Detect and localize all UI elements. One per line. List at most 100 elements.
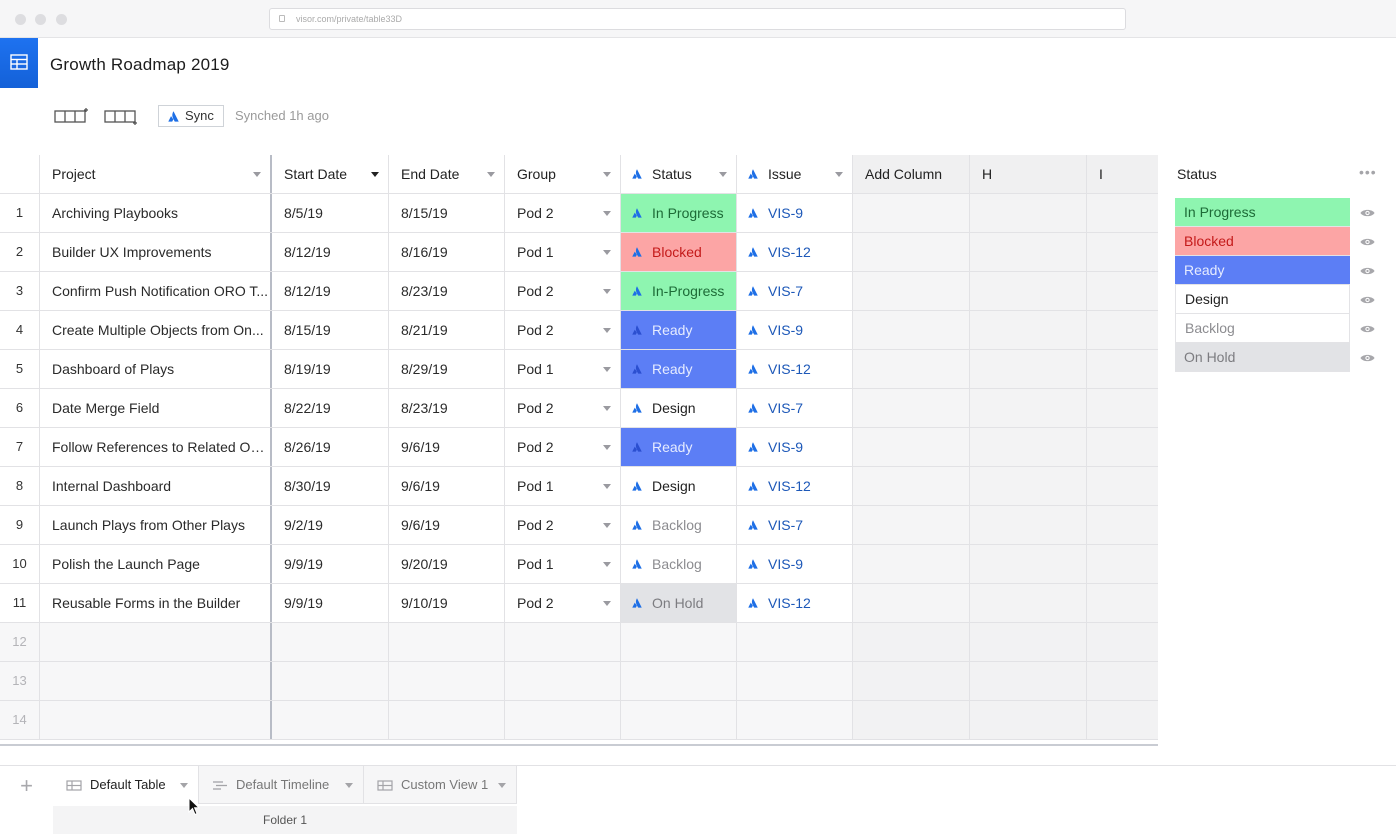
chevron-down-icon[interactable] xyxy=(603,367,611,372)
start-date-cell[interactable]: 8/19/19 xyxy=(272,350,389,388)
project-cell[interactable]: Confirm Push Notification ORO T... xyxy=(40,272,272,310)
status-legend-item[interactable]: Ready xyxy=(1175,256,1350,285)
issue-cell[interactable]: VIS-12 xyxy=(737,467,853,505)
start-date-cell[interactable]: 8/15/19 xyxy=(272,311,389,349)
empty-cell[interactable] xyxy=(970,545,1087,583)
issue-cell[interactable]: VIS-9 xyxy=(737,311,853,349)
issue-link[interactable]: VIS-12 xyxy=(768,361,811,377)
status-cell[interactable]: Backlog xyxy=(621,506,737,544)
empty-cell[interactable] xyxy=(1087,311,1158,349)
end-date-cell[interactable]: 8/21/19 xyxy=(389,311,505,349)
column-header-issue[interactable]: Issue xyxy=(737,155,853,193)
end-date-cell[interactable]: 9/6/19 xyxy=(389,428,505,466)
add-column-icon[interactable] xyxy=(54,106,90,126)
status-cell[interactable]: In Progress xyxy=(621,194,737,232)
group-cell[interactable]: Pod 2 xyxy=(505,194,621,232)
end-date-cell[interactable]: 9/6/19 xyxy=(389,467,505,505)
empty-cell[interactable] xyxy=(621,701,737,739)
empty-cell[interactable] xyxy=(970,506,1087,544)
issue-cell[interactable]: VIS-12 xyxy=(737,233,853,271)
empty-cell[interactable] xyxy=(40,701,272,739)
empty-cell[interactable] xyxy=(505,623,621,661)
status-cell[interactable]: Design xyxy=(621,467,737,505)
empty-cell[interactable] xyxy=(505,662,621,700)
issue-cell[interactable]: VIS-12 xyxy=(737,350,853,388)
chevron-down-icon[interactable] xyxy=(603,328,611,333)
eye-icon[interactable] xyxy=(1360,295,1375,305)
status-legend-item[interactable]: Backlog xyxy=(1175,314,1350,343)
empty-cell[interactable] xyxy=(853,662,970,700)
empty-cell[interactable] xyxy=(272,701,389,739)
group-cell[interactable]: Pod 2 xyxy=(505,584,621,622)
window-maximize-dot[interactable] xyxy=(56,14,67,25)
group-cell[interactable]: Pod 1 xyxy=(505,350,621,388)
project-cell[interactable]: Create Multiple Objects from On... xyxy=(40,311,272,349)
chevron-down-icon[interactable] xyxy=(603,601,611,606)
issue-link[interactable]: VIS-7 xyxy=(768,400,804,416)
group-cell[interactable]: Pod 1 xyxy=(505,545,621,583)
column-header-end-date[interactable]: End Date xyxy=(389,155,505,193)
tab-custom-view-1[interactable]: Custom View 1 xyxy=(364,766,517,804)
status-cell[interactable]: Ready xyxy=(621,311,737,349)
issue-cell[interactable]: VIS-9 xyxy=(737,545,853,583)
empty-cell[interactable] xyxy=(853,311,970,349)
empty-cell[interactable] xyxy=(272,623,389,661)
project-cell[interactable]: Archiving Playbooks xyxy=(40,194,272,232)
issue-cell[interactable]: VIS-9 xyxy=(737,428,853,466)
sync-button[interactable]: Sync xyxy=(158,105,224,127)
empty-cell[interactable] xyxy=(970,194,1087,232)
empty-cell[interactable] xyxy=(970,350,1087,388)
end-date-cell[interactable]: 8/16/19 xyxy=(389,233,505,271)
sort-desc-icon[interactable] xyxy=(371,172,379,177)
group-cell[interactable]: Pod 2 xyxy=(505,506,621,544)
start-date-cell[interactable]: 9/9/19 xyxy=(272,545,389,583)
more-options-icon[interactable]: ••• xyxy=(1359,164,1377,180)
start-date-cell[interactable]: 8/5/19 xyxy=(272,194,389,232)
empty-cell[interactable] xyxy=(970,428,1087,466)
group-cell[interactable]: Pod 2 xyxy=(505,428,621,466)
column-header-start-date[interactable]: Start Date xyxy=(272,155,389,193)
empty-cell[interactable] xyxy=(1087,584,1158,622)
empty-cell[interactable] xyxy=(1087,623,1158,661)
start-date-cell[interactable]: 8/26/19 xyxy=(272,428,389,466)
empty-cell[interactable] xyxy=(970,311,1087,349)
start-date-cell[interactable]: 8/30/19 xyxy=(272,467,389,505)
empty-cell[interactable] xyxy=(1087,389,1158,427)
chevron-down-icon[interactable] xyxy=(253,172,261,177)
empty-cell[interactable] xyxy=(853,350,970,388)
status-cell[interactable]: In-Progress xyxy=(621,272,737,310)
chevron-down-icon[interactable] xyxy=(603,250,611,255)
empty-cell[interactable] xyxy=(272,662,389,700)
start-date-cell[interactable]: 8/12/19 xyxy=(272,233,389,271)
project-cell[interactable]: Reusable Forms in the Builder xyxy=(40,584,272,622)
empty-cell[interactable] xyxy=(1087,467,1158,505)
issue-cell[interactable]: VIS-7 xyxy=(737,272,853,310)
column-header-i[interactable]: I xyxy=(1087,155,1158,193)
issue-link[interactable]: VIS-9 xyxy=(768,205,804,221)
column-header-h[interactable]: H xyxy=(970,155,1087,193)
empty-cell[interactable] xyxy=(1087,233,1158,271)
empty-cell[interactable] xyxy=(853,467,970,505)
group-cell[interactable]: Pod 2 xyxy=(505,389,621,427)
empty-cell[interactable] xyxy=(40,623,272,661)
chevron-down-icon[interactable] xyxy=(498,783,506,788)
chevron-down-icon[interactable] xyxy=(835,172,843,177)
group-cell[interactable]: Pod 1 xyxy=(505,233,621,271)
empty-cell[interactable] xyxy=(1087,272,1158,310)
column-header-status[interactable]: Status xyxy=(621,155,737,193)
end-date-cell[interactable]: 9/6/19 xyxy=(389,506,505,544)
empty-cell[interactable] xyxy=(853,272,970,310)
eye-icon[interactable] xyxy=(1360,324,1375,334)
issue-link[interactable]: VIS-12 xyxy=(768,595,811,611)
empty-cell[interactable] xyxy=(853,233,970,271)
status-cell[interactable]: Ready xyxy=(621,350,737,388)
empty-cell[interactable] xyxy=(970,233,1087,271)
chevron-down-icon[interactable] xyxy=(603,289,611,294)
end-date-cell[interactable]: 8/15/19 xyxy=(389,194,505,232)
project-cell[interactable]: Dashboard of Plays xyxy=(40,350,272,388)
empty-cell[interactable] xyxy=(853,194,970,232)
empty-cell[interactable] xyxy=(970,623,1087,661)
empty-cell[interactable] xyxy=(1087,194,1158,232)
tab-default-timeline[interactable]: Default Timeline xyxy=(199,766,364,804)
empty-cell[interactable] xyxy=(40,662,272,700)
